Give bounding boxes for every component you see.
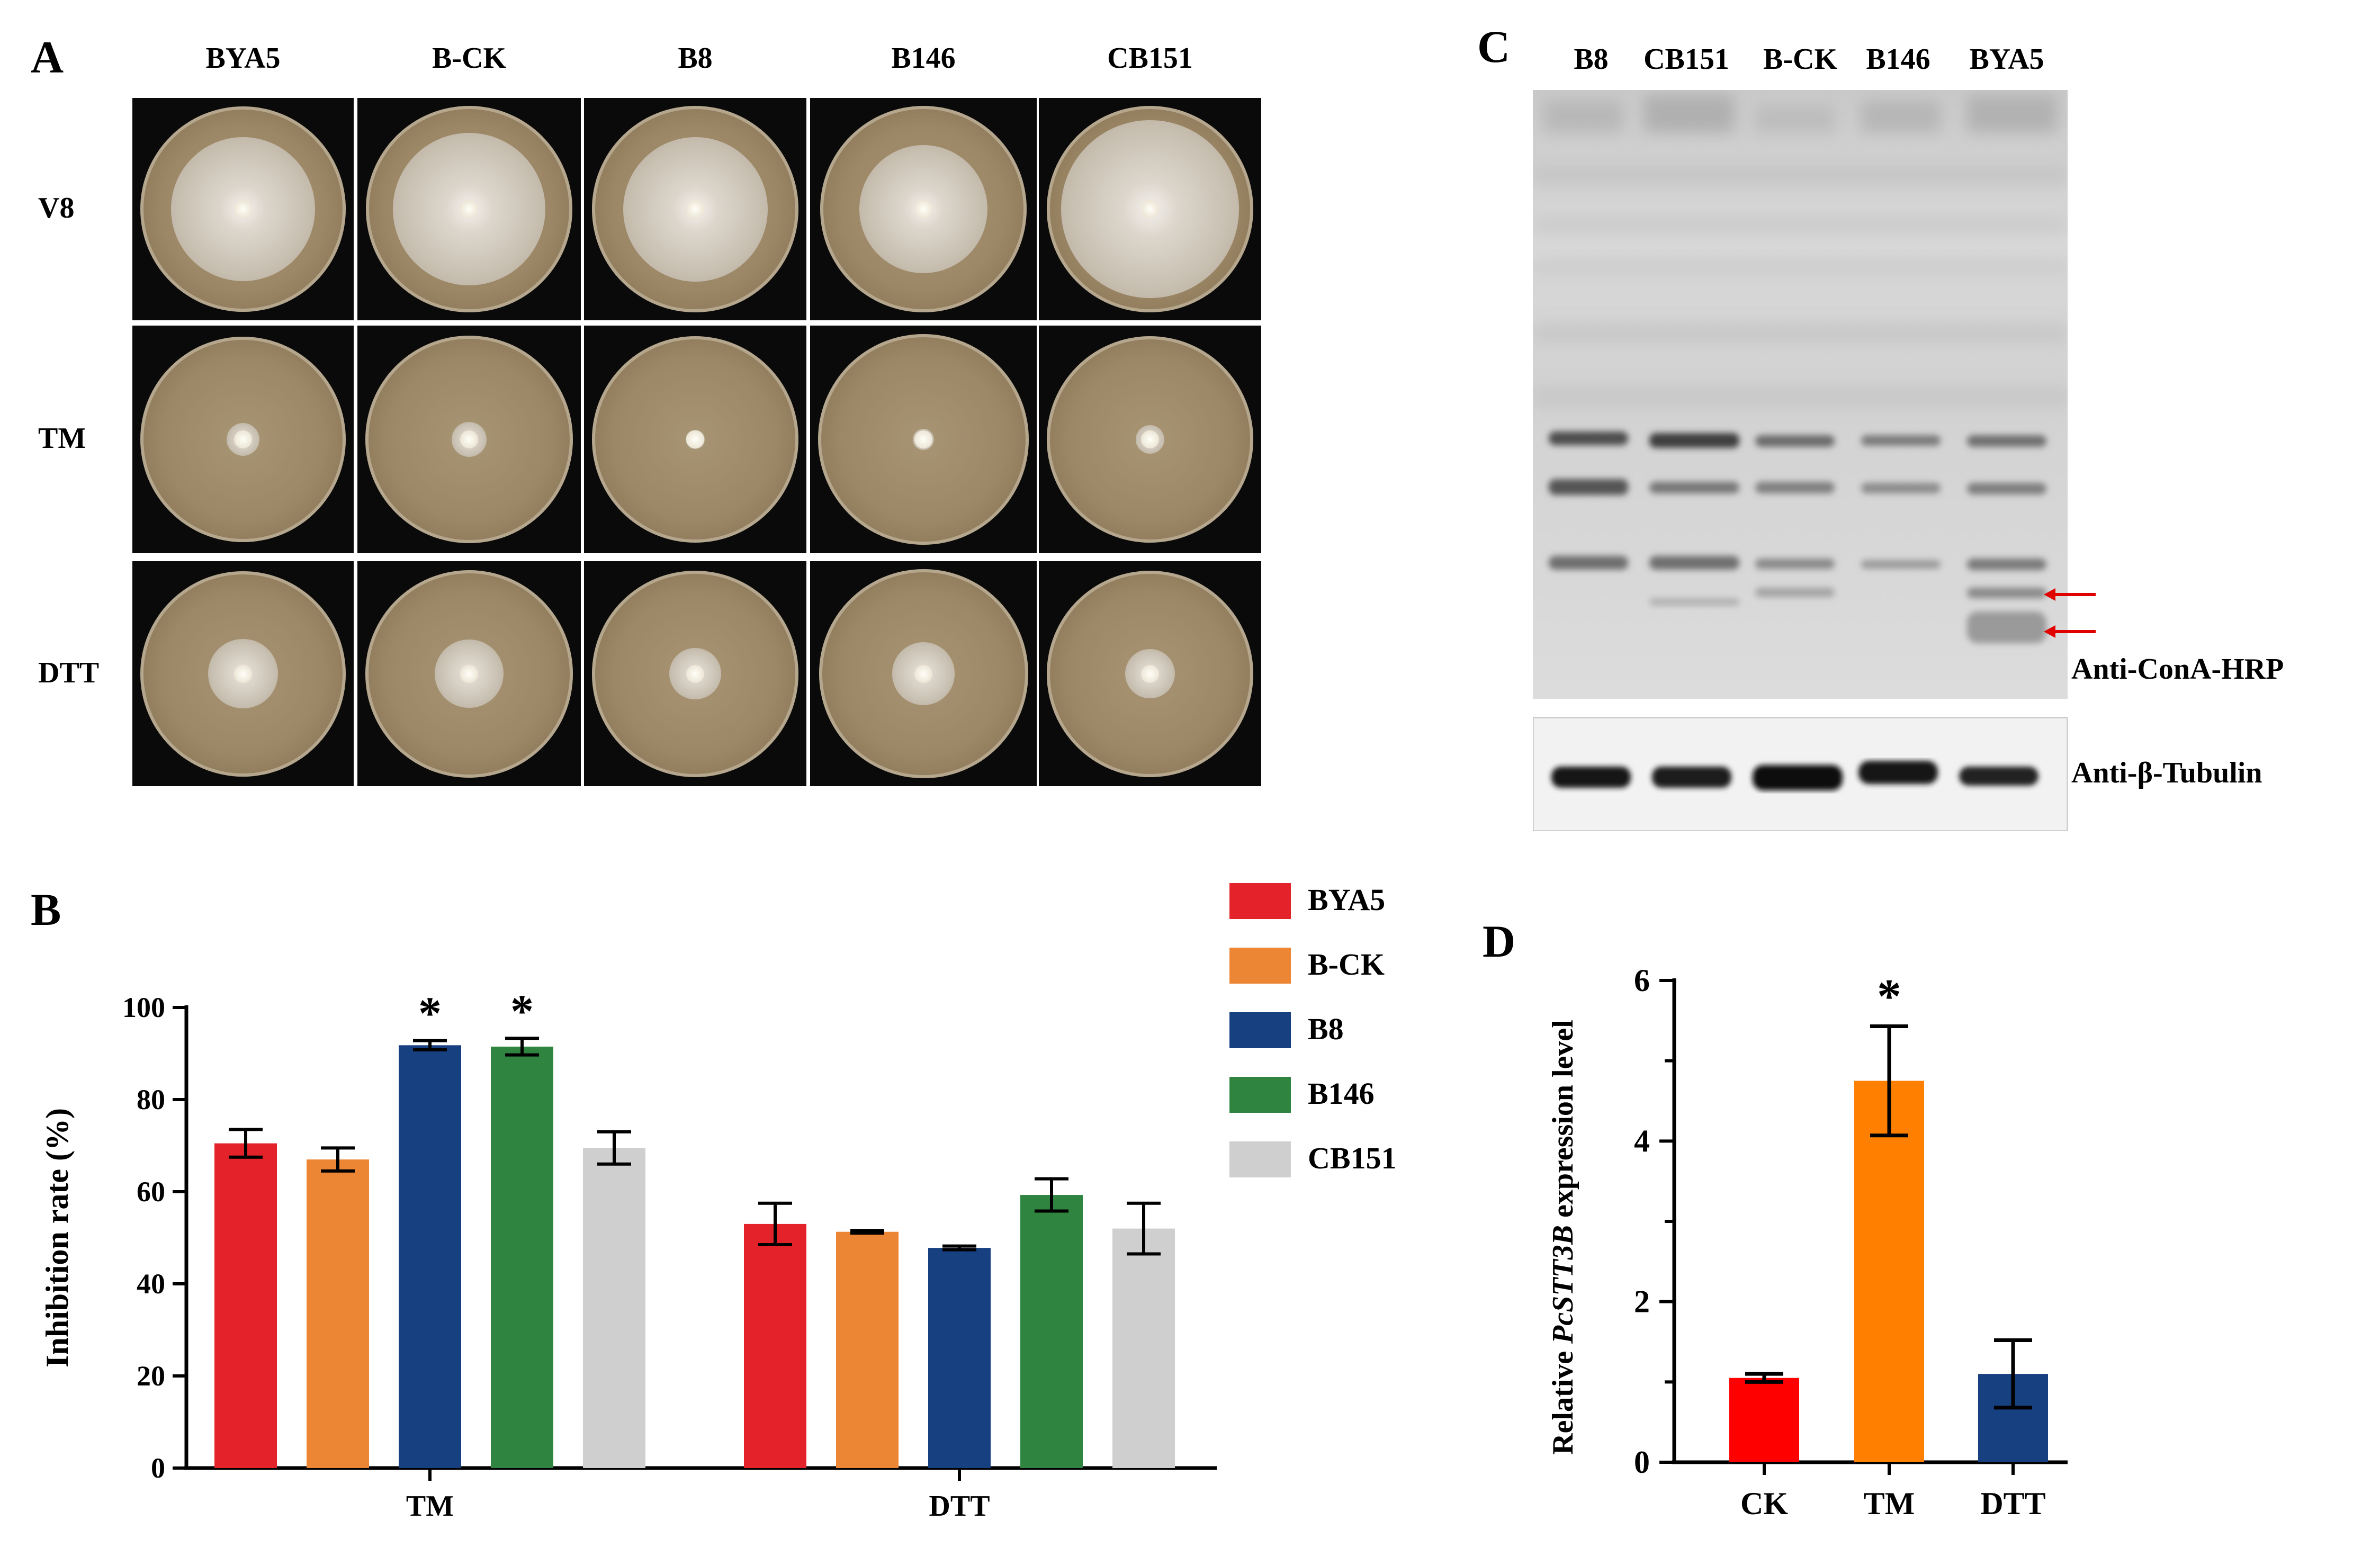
bar [583, 1148, 645, 1468]
plate-column-label: BYA5 [205, 42, 281, 75]
legend-label: B-CK [1308, 947, 1385, 982]
bar [1112, 1228, 1175, 1468]
legend-label: B8 [1308, 1012, 1344, 1046]
bar [399, 1045, 461, 1468]
bar [1729, 1378, 1799, 1462]
bar [928, 1248, 991, 1468]
x-tick-label: DTT [929, 1490, 990, 1523]
plate-row-label: DTT [38, 656, 100, 689]
plate-column-label: CB151 [1107, 42, 1193, 75]
y-tick-label: 80 [137, 1084, 165, 1115]
legend-label: B146 [1308, 1076, 1375, 1111]
panel-b-letter: B [31, 884, 61, 935]
culture-plate [584, 98, 806, 320]
x-tick-label: CK [1740, 1486, 1788, 1521]
y-tick-label: 6 [1634, 963, 1650, 998]
culture-plate [357, 326, 581, 553]
y-tick-label: 4 [1634, 1123, 1650, 1158]
significance-mark: * [418, 988, 442, 1040]
culture-plate [1039, 326, 1261, 553]
y-tick-label: 2 [1634, 1284, 1650, 1319]
culture-plate [584, 561, 806, 786]
significance-mark: * [1877, 969, 1901, 1023]
legend-label: BYA5 [1308, 883, 1386, 917]
tubulin-label: Anti-β-Tubulin [2071, 757, 2262, 789]
conA-blot [1533, 90, 2068, 699]
culture-plate [357, 98, 581, 320]
culture-plate [584, 326, 806, 553]
bar [1020, 1195, 1083, 1468]
bar [836, 1231, 899, 1468]
y-tick-label: 100 [122, 992, 165, 1023]
culture-plate [357, 561, 581, 786]
plate-column-label: B146 [891, 42, 956, 75]
culture-plate [1039, 98, 1261, 320]
legend-label: CB151 [1308, 1141, 1397, 1175]
x-tick-label: TM [406, 1490, 454, 1523]
culture-plate [132, 98, 354, 320]
culture-plate [810, 561, 1037, 786]
plate-row-label: TM [38, 422, 86, 455]
plate-column-label: B8 [678, 42, 713, 75]
y-tick-label: 0 [1634, 1445, 1650, 1480]
x-tick-label: DTT [1980, 1486, 2045, 1521]
legend-swatch [1229, 1141, 1291, 1177]
lane-label: BYA5 [1969, 43, 2044, 76]
y-tick-label: 60 [137, 1176, 165, 1208]
bar [214, 1143, 277, 1468]
lane-label: B8 [1574, 43, 1609, 76]
panel-a-letter: A [31, 32, 64, 83]
culture-plate [132, 326, 354, 553]
red-arrow-lower [2044, 624, 2097, 640]
lane-label: B-CK [1763, 43, 1837, 76]
plate-column-label: B-CK [432, 42, 506, 75]
significance-mark: * [510, 986, 534, 1037]
bar [1854, 1081, 1924, 1462]
lane-label: CB151 [1643, 43, 1729, 76]
panel-d-letter: D [1483, 916, 1516, 967]
legend-swatch [1229, 883, 1291, 919]
red-arrow-upper [2044, 587, 2097, 602]
legend-swatch [1229, 1012, 1291, 1048]
x-tick-label: TM [1864, 1486, 1915, 1521]
culture-plate [132, 561, 354, 786]
plate-row-label: V8 [38, 192, 75, 224]
panel-c-letter: C [1477, 21, 1511, 72]
culture-plate [1039, 561, 1261, 786]
y-tick-label: 0 [151, 1452, 165, 1484]
y-tick-label: 20 [137, 1360, 165, 1392]
bar [744, 1223, 806, 1468]
legend-swatch [1229, 1077, 1291, 1113]
y-axis-title: Inhibition rate (%) [40, 1108, 75, 1367]
culture-plate [810, 326, 1037, 553]
y-axis-title: Relative PcSTT3B expression level [1547, 1020, 1579, 1455]
culture-plate [810, 98, 1037, 320]
lane-label: B146 [1866, 43, 1930, 76]
tubulin-blot [1533, 717, 2068, 831]
legend-swatch [1229, 948, 1291, 984]
bar [491, 1046, 553, 1468]
conA-hrp-label: Anti-ConA-HRP [2071, 653, 2284, 686]
bar [307, 1159, 369, 1468]
y-tick-label: 40 [137, 1268, 165, 1300]
